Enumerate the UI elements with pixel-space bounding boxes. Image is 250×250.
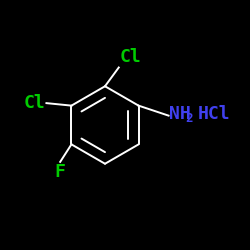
Text: Cl: Cl: [24, 94, 46, 112]
Text: 2: 2: [186, 112, 193, 125]
Text: NH: NH: [169, 106, 191, 123]
Text: HCl: HCl: [197, 106, 230, 123]
Text: Cl: Cl: [119, 48, 141, 66]
Text: F: F: [54, 163, 65, 181]
